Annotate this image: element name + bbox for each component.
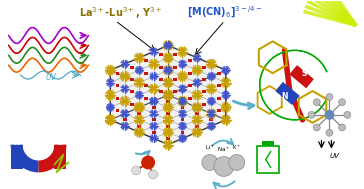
Bar [55, 145, 67, 170]
Circle shape [326, 94, 333, 101]
Wedge shape [39, 145, 67, 172]
Circle shape [132, 166, 141, 175]
Polygon shape [275, 82, 300, 105]
Bar [159, 90, 163, 93]
Bar [159, 53, 163, 56]
Bar [130, 78, 134, 81]
Bar [217, 84, 221, 87]
Bar [217, 72, 221, 75]
Bar [115, 97, 119, 100]
Bar [145, 97, 149, 100]
Polygon shape [110, 45, 226, 145]
Bar [137, 112, 141, 115]
Circle shape [313, 124, 320, 131]
Circle shape [313, 99, 320, 106]
Bar [173, 53, 177, 56]
Bar [188, 72, 192, 75]
Circle shape [149, 170, 158, 179]
Bar [130, 66, 134, 69]
Bar [202, 78, 206, 81]
Circle shape [308, 111, 315, 118]
Text: K$^+$: K$^+$ [232, 143, 241, 152]
Text: Na$^+$: Na$^+$ [217, 145, 230, 154]
Bar [152, 106, 155, 109]
Bar [173, 66, 177, 69]
Bar [257, 146, 278, 174]
Bar [173, 90, 177, 93]
Bar [115, 84, 119, 87]
Circle shape [229, 155, 245, 170]
Text: S: S [301, 69, 307, 78]
Bar [262, 141, 274, 146]
Bar [115, 72, 119, 75]
Text: N: N [14, 140, 20, 146]
Bar [181, 106, 185, 109]
Bar [145, 84, 149, 87]
Bar [202, 66, 206, 69]
Bar [202, 90, 206, 93]
Bar [159, 66, 163, 69]
Circle shape [326, 129, 333, 136]
Circle shape [339, 99, 345, 106]
Bar [188, 97, 192, 100]
Bar [166, 137, 170, 140]
Bar [217, 97, 221, 100]
Polygon shape [289, 65, 314, 88]
Bar [181, 131, 185, 134]
Bar [115, 109, 119, 112]
Bar [137, 125, 141, 128]
Text: UV: UV [329, 153, 339, 159]
Bar [166, 100, 170, 103]
Text: UV: UV [45, 73, 56, 82]
Circle shape [344, 111, 351, 118]
Bar [173, 78, 177, 81]
Text: La$^{3+}$-Lu$^{3+}$, Y$^{3+}$: La$^{3+}$-Lu$^{3+}$, Y$^{3+}$ [79, 5, 162, 20]
Bar [11, 145, 23, 170]
Bar [217, 109, 221, 112]
Bar [152, 131, 155, 134]
Bar [130, 103, 134, 106]
Wedge shape [11, 145, 39, 172]
Circle shape [141, 156, 155, 170]
Bar [123, 118, 127, 121]
Bar [188, 59, 192, 62]
Bar [145, 72, 149, 75]
Bar [209, 118, 213, 121]
Text: S: S [58, 140, 63, 146]
Text: Li$^+$: Li$^+$ [205, 143, 215, 152]
Bar [202, 103, 206, 106]
Bar [195, 125, 199, 128]
Bar [145, 59, 149, 62]
Circle shape [339, 124, 345, 131]
Bar [130, 90, 134, 93]
Bar [188, 84, 192, 87]
Bar [152, 118, 155, 121]
Circle shape [202, 155, 218, 170]
Circle shape [324, 110, 335, 120]
Bar [166, 125, 170, 128]
Text: N: N [282, 92, 288, 101]
Bar [166, 112, 170, 115]
Bar [195, 112, 199, 115]
Text: [M(CN)$_6$]$^{3-/4-}$: [M(CN)$_6$]$^{3-/4-}$ [187, 5, 262, 20]
Bar [159, 78, 163, 81]
Circle shape [214, 156, 234, 176]
Bar [181, 118, 185, 121]
